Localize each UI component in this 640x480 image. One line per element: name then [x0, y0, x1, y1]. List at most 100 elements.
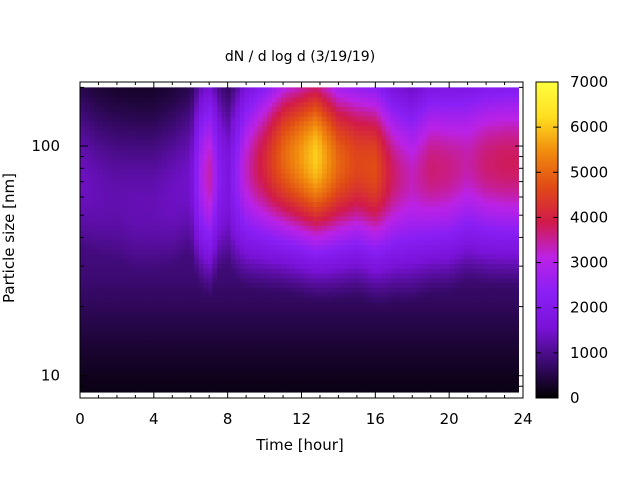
heatmap-cell — [413, 249, 419, 255]
heatmap-cell — [358, 201, 364, 207]
heatmap-cell — [335, 368, 341, 374]
heatmap-cell — [180, 87, 186, 93]
heatmap-cell — [194, 377, 200, 384]
heatmap-cell — [235, 215, 241, 222]
heatmap-cell — [212, 249, 218, 255]
heatmap-cell — [89, 206, 95, 212]
heatmap-cell — [399, 272, 405, 279]
heatmap-cell — [285, 349, 291, 355]
heatmap-cell — [194, 330, 200, 336]
heatmap-cell — [381, 353, 387, 360]
heatmap-cell — [143, 206, 150, 212]
heatmap-cell — [102, 101, 108, 108]
heatmap-cell — [262, 115, 268, 122]
heatmap-cell — [89, 182, 95, 188]
heatmap-cell — [244, 173, 250, 179]
heatmap-cell — [248, 363, 255, 369]
heatmap-cell — [111, 372, 118, 379]
heatmap-cell — [143, 282, 150, 288]
heatmap-cell — [162, 168, 168, 174]
heatmap-cell — [134, 96, 140, 103]
heatmap-cell — [171, 363, 177, 369]
heatmap-cell — [353, 268, 360, 274]
heatmap-cell — [116, 315, 122, 322]
heatmap-cell — [221, 120, 227, 127]
heatmap-cell — [111, 173, 118, 179]
heatmap-cell — [431, 187, 437, 193]
heatmap-cell — [385, 320, 392, 326]
heatmap-cell — [121, 173, 127, 179]
heatmap-cell — [102, 320, 108, 326]
heatmap-cell — [212, 325, 218, 331]
heatmap-cell — [267, 173, 273, 179]
heatmap-cell — [166, 120, 172, 127]
heatmap-cell — [303, 177, 309, 184]
heatmap-cell — [285, 282, 291, 288]
heatmap-cell — [203, 339, 209, 345]
heatmap-cell — [294, 177, 300, 184]
heatmap-cell — [93, 239, 99, 246]
heatmap-cell — [358, 173, 364, 179]
heatmap-cell — [162, 220, 168, 226]
heatmap-cell — [185, 253, 191, 260]
heatmap-cell — [244, 144, 250, 150]
heatmap-cell — [267, 301, 273, 307]
heatmap-cell — [381, 182, 387, 188]
heatmap-cell — [385, 311, 392, 317]
heatmap-cell — [175, 125, 182, 131]
heatmap-cell — [84, 106, 90, 112]
heatmap-cell — [294, 96, 300, 103]
heatmap-cell — [299, 220, 305, 226]
heatmap-cell — [417, 330, 424, 336]
heatmap-cell — [139, 263, 145, 269]
heatmap-cell — [84, 144, 90, 150]
heatmap-cell — [427, 339, 433, 345]
heatmap-cell — [353, 168, 360, 174]
heatmap-cell — [157, 230, 163, 236]
heatmap-cell — [143, 296, 150, 303]
heatmap-cell — [162, 192, 168, 198]
heatmap-cell — [162, 215, 168, 222]
heatmap-cell — [125, 144, 131, 150]
heatmap-cell — [312, 239, 319, 246]
heatmap-cell — [162, 287, 168, 293]
heatmap-cell — [335, 249, 341, 255]
heatmap-cell — [358, 196, 364, 203]
heatmap-cell — [390, 334, 396, 341]
heatmap-cell — [358, 139, 364, 146]
heatmap-cell — [344, 177, 351, 184]
heatmap-cell — [285, 201, 291, 207]
heatmap-cell — [372, 196, 378, 203]
heatmap-cell — [431, 358, 437, 364]
heatmap-cell — [262, 234, 268, 241]
heatmap-cell — [180, 334, 186, 341]
heatmap-cell — [404, 163, 410, 169]
heatmap-cell — [399, 149, 405, 155]
heatmap-cell — [372, 211, 378, 217]
heatmap-cell — [367, 258, 373, 265]
heatmap-cell — [344, 134, 351, 141]
heatmap-cell — [180, 134, 186, 141]
heatmap-cell — [358, 163, 364, 169]
heatmap-cell — [417, 163, 424, 169]
heatmap-cell — [175, 192, 182, 198]
heatmap-cell — [148, 349, 154, 355]
heatmap-cell — [276, 211, 282, 217]
heatmap-cell — [248, 334, 255, 341]
heatmap-cell — [290, 253, 296, 260]
heatmap-cell — [194, 225, 200, 231]
heatmap-cell — [276, 154, 282, 160]
heatmap-cell — [153, 158, 159, 165]
heatmap-cell — [157, 154, 163, 160]
heatmap-cell — [148, 244, 154, 250]
heatmap-cell — [280, 115, 287, 122]
heatmap-cell — [217, 215, 223, 222]
heatmap-cell — [340, 201, 346, 207]
heatmap-cell — [244, 192, 250, 198]
heatmap-cell — [217, 377, 223, 384]
heatmap-cell — [303, 353, 309, 360]
heatmap-cell — [381, 301, 387, 307]
heatmap-cell — [390, 301, 396, 307]
heatmap-cell — [344, 272, 351, 279]
heatmap-cell — [312, 253, 319, 260]
